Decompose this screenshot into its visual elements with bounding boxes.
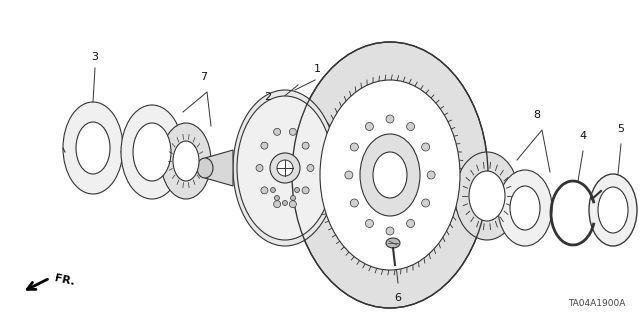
Ellipse shape	[469, 171, 505, 221]
Ellipse shape	[121, 105, 183, 199]
Circle shape	[350, 143, 358, 151]
Ellipse shape	[598, 187, 628, 233]
Text: 5: 5	[618, 124, 625, 134]
Ellipse shape	[360, 134, 420, 216]
Circle shape	[261, 142, 268, 149]
Polygon shape	[337, 156, 363, 180]
Ellipse shape	[133, 123, 171, 181]
Circle shape	[365, 219, 373, 227]
Text: 7: 7	[200, 72, 207, 82]
Text: FR.: FR.	[54, 273, 76, 287]
Circle shape	[294, 188, 300, 192]
Circle shape	[282, 201, 287, 205]
Ellipse shape	[237, 96, 333, 240]
Circle shape	[274, 201, 280, 208]
Ellipse shape	[292, 42, 488, 308]
Circle shape	[271, 188, 275, 192]
Circle shape	[256, 165, 263, 172]
Ellipse shape	[357, 160, 369, 176]
Circle shape	[302, 142, 309, 149]
Ellipse shape	[320, 80, 460, 270]
Ellipse shape	[386, 238, 400, 248]
Circle shape	[277, 160, 293, 176]
Ellipse shape	[63, 102, 123, 194]
Text: 1: 1	[314, 64, 321, 74]
Text: 2: 2	[264, 92, 271, 102]
Ellipse shape	[233, 90, 337, 246]
Circle shape	[289, 128, 296, 135]
Circle shape	[406, 219, 415, 227]
Circle shape	[345, 171, 353, 179]
Text: TA04A1900A: TA04A1900A	[568, 299, 625, 308]
Circle shape	[289, 201, 296, 208]
Circle shape	[386, 227, 394, 235]
Circle shape	[422, 199, 429, 207]
Text: 8: 8	[533, 110, 541, 120]
Ellipse shape	[76, 122, 110, 174]
Ellipse shape	[589, 174, 637, 246]
Ellipse shape	[455, 152, 519, 240]
Circle shape	[274, 128, 280, 135]
Circle shape	[422, 143, 429, 151]
Ellipse shape	[161, 123, 211, 199]
Ellipse shape	[197, 158, 213, 178]
Circle shape	[350, 199, 358, 207]
Circle shape	[261, 187, 268, 194]
Circle shape	[427, 171, 435, 179]
Text: 4: 4	[579, 131, 587, 141]
Circle shape	[307, 165, 314, 172]
Circle shape	[291, 196, 296, 201]
Circle shape	[386, 115, 394, 123]
Ellipse shape	[510, 186, 540, 230]
Circle shape	[406, 122, 415, 130]
Polygon shape	[205, 150, 233, 186]
Text: 3: 3	[92, 52, 99, 62]
Text: 6: 6	[394, 293, 401, 303]
Circle shape	[275, 196, 280, 201]
Circle shape	[270, 153, 300, 183]
Circle shape	[365, 122, 373, 130]
Ellipse shape	[373, 152, 407, 198]
Ellipse shape	[173, 141, 199, 181]
Ellipse shape	[498, 170, 552, 246]
Circle shape	[302, 187, 309, 194]
